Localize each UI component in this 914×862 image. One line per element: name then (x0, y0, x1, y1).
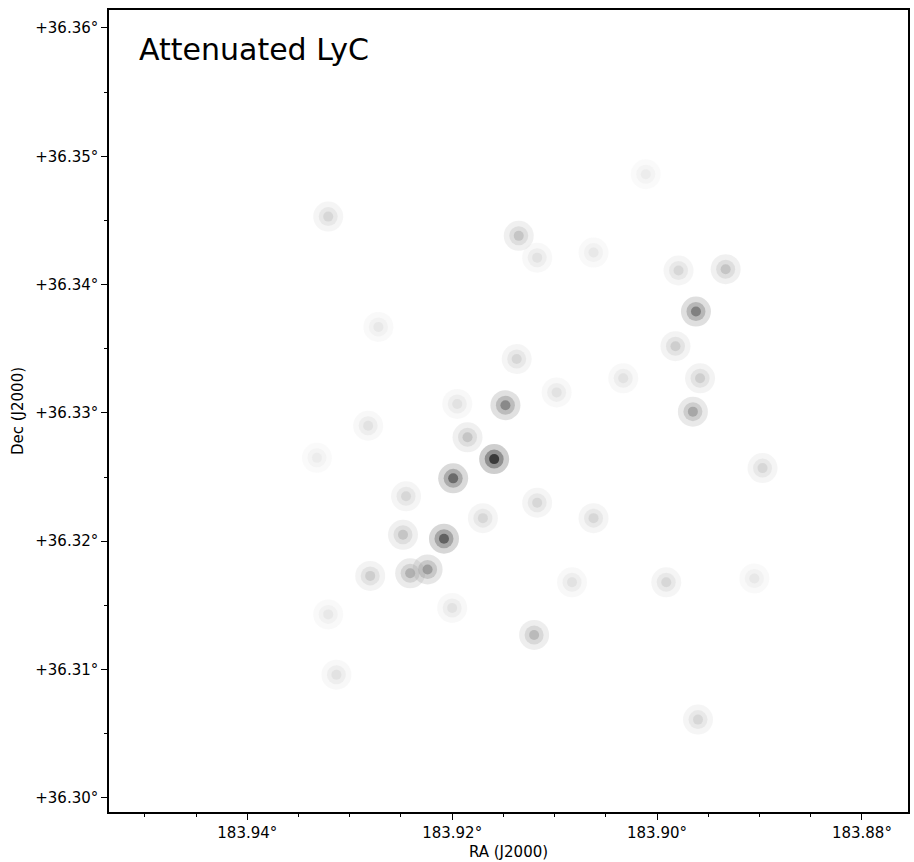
svg-text:+36.33°: +36.33° (35, 404, 98, 422)
svg-text:+36.35°: +36.35° (35, 148, 98, 166)
svg-text:Dec (J2000): Dec (J2000) (9, 367, 27, 455)
svg-text:183.94°: 183.94° (217, 824, 277, 842)
svg-text:183.92°: 183.92° (422, 824, 482, 842)
svg-text:183.88°: 183.88° (832, 824, 892, 842)
svg-text:+36.36°: +36.36° (35, 19, 98, 37)
svg-text:Attenuated LyC: Attenuated LyC (139, 32, 369, 67)
svg-text:+36.34°: +36.34° (35, 276, 98, 294)
svg-text:RA (J2000): RA (J2000) (469, 843, 548, 861)
svg-text:+36.32°: +36.32° (35, 532, 98, 550)
svg-text:+36.31°: +36.31° (35, 661, 98, 679)
svg-text:+36.30°: +36.30° (35, 789, 98, 807)
svg-text:183.90°: 183.90° (627, 824, 687, 842)
